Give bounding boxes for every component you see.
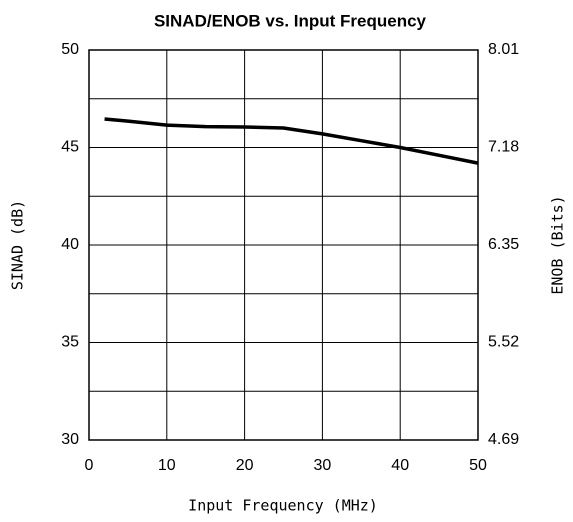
y2-tick-label: 5.52 [488,334,519,351]
y2-tick-label: 7.18 [488,139,519,156]
x-tick-label: 20 [236,457,254,474]
x-tick-label: 0 [85,457,94,474]
x-tick-label: 10 [158,457,176,474]
y2-tick-label: 6.35 [488,236,519,253]
x-tick-label: 30 [314,457,332,474]
x-tick-label: 50 [469,457,487,474]
chart-title: SINAD/ENOB vs. Input Frequency [154,11,427,30]
y2-tick-label: 8.01 [488,41,519,58]
x-axis-label: Input Frequency (MHz) [188,497,378,515]
y2-axis-label: ENOB (Bits) [549,195,567,294]
y2-tick-label: 4.69 [488,431,519,448]
y-tick-label: 30 [61,431,79,448]
y-tick-label: 40 [61,236,79,253]
y-tick-label: 50 [61,41,79,58]
x-tick-label: 40 [391,457,409,474]
y-tick-label: 45 [61,139,79,156]
y-axis-label: SINAD (dB) [9,200,27,290]
data-line [104,117,479,165]
y-tick-label: 35 [61,334,79,351]
